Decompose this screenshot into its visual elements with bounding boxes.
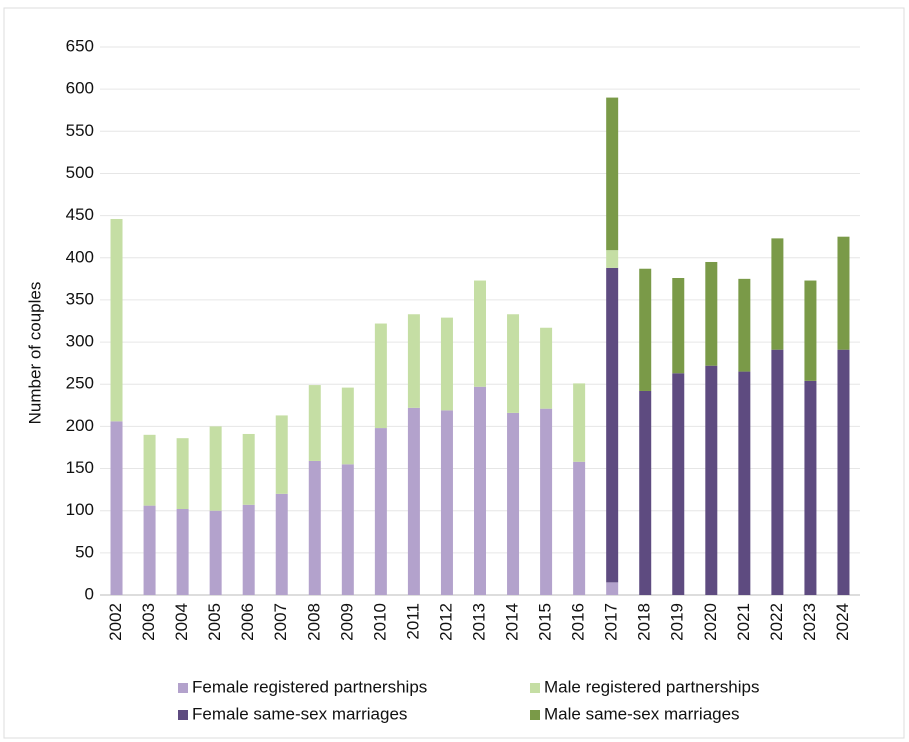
x-tick-label: 2008 [304,603,323,641]
x-tick-label: 2013 [469,603,488,641]
bar-segment [440,410,453,595]
bar-segment [573,383,586,462]
bar-segment [407,407,420,595]
bar-segment [143,505,156,595]
bar-segment [341,387,354,465]
x-tick-label: 2012 [436,603,455,641]
bar-segment [110,421,123,595]
x-tick-label: 2018 [635,603,654,641]
y-tick-label: 550 [66,121,94,140]
legend-swatch [178,683,188,693]
x-tick-label: 2006 [238,603,257,641]
x-tick-label: 2023 [800,603,819,641]
bar-segment [176,509,189,595]
bar-segment [639,390,652,595]
bar-segment [374,428,387,595]
x-tick-label: 2004 [172,603,191,641]
bar-segment [209,510,222,595]
bar-segment [606,97,619,251]
chart-frame [3,7,905,739]
bar-segment [275,493,288,595]
bar-segment [573,461,586,595]
bar-segment [804,380,817,595]
bar-segment [374,323,387,429]
y-tick-label: 500 [66,163,94,182]
y-tick-label: 400 [66,247,94,266]
x-tick-label: 2005 [205,603,224,641]
y-tick-label: 250 [66,374,94,393]
x-tick-label: 2009 [337,603,356,641]
bar-segment [705,365,718,595]
x-tick-label: 2014 [503,603,522,641]
bar-segment [407,314,420,408]
y-tick-label: 300 [66,332,94,351]
y-tick-label: 350 [66,289,94,308]
y-tick-label: 150 [66,458,94,477]
bar-segment [771,238,784,350]
x-tick-label: 2007 [271,603,290,641]
x-tick-label: 2019 [668,603,687,641]
bar-segment [705,261,718,366]
bar-segment [440,317,453,411]
y-tick-label: 100 [66,500,94,519]
bar-segment [672,373,685,595]
bar-segment [308,460,321,595]
legend-swatch [530,683,540,693]
bar-segment [143,434,156,506]
y-tick-label: 50 [75,542,94,561]
bar-segment [771,349,784,595]
y-tick-label: 650 [66,36,94,55]
bar-segment [606,267,619,583]
legend-label: Female same-sex marriages [192,704,407,723]
bar-segment [738,278,751,372]
bar-segment [110,218,123,422]
x-tick-label: 2016 [569,603,588,641]
x-tick-label: 2002 [106,603,125,641]
bar-segment [474,280,486,387]
bar-segment [474,386,486,595]
bar-segment [242,504,255,595]
bar-segment [738,371,751,595]
x-tick-label: 2020 [701,603,720,641]
x-tick-label: 2003 [139,603,158,641]
x-tick-label: 2015 [536,603,555,641]
y-tick-label: 0 [85,584,94,603]
y-tick-label: 200 [66,416,94,435]
bar-segment [837,236,850,350]
x-tick-label: 2011 [403,603,422,640]
bar-segment [606,582,619,595]
x-tick-label: 2024 [833,603,852,641]
bar-segment [804,280,817,381]
x-tick-label: 2021 [734,603,753,641]
bar-segment [540,408,553,595]
bar-segment [242,433,255,505]
legend-label: Male same-sex marriages [544,704,740,723]
bar-segment [507,314,520,413]
legend-swatch [530,710,540,720]
x-tick-label: 2010 [370,603,389,641]
x-tick-label: 2017 [602,603,621,641]
bar-segment [606,250,619,268]
y-tick-label: 600 [66,79,94,98]
bar-segment [176,438,189,510]
bar-segment [837,349,850,595]
bar-segment [275,415,288,494]
y-tick-label: 450 [66,205,94,224]
bar-segment [672,278,685,374]
legend-swatch [178,710,188,720]
x-tick-label: 2022 [767,603,786,641]
bar-segment [540,327,553,409]
y-axis-label: Number of couples [25,282,44,425]
bar-segment [209,426,222,511]
legend-label: Male registered partnerships [544,677,759,696]
bar-segment [341,464,354,595]
bar-segment [639,268,652,391]
bar-segment [507,412,520,595]
legend-label: Female registered partnerships [192,677,427,696]
bar-segment [308,385,321,461]
